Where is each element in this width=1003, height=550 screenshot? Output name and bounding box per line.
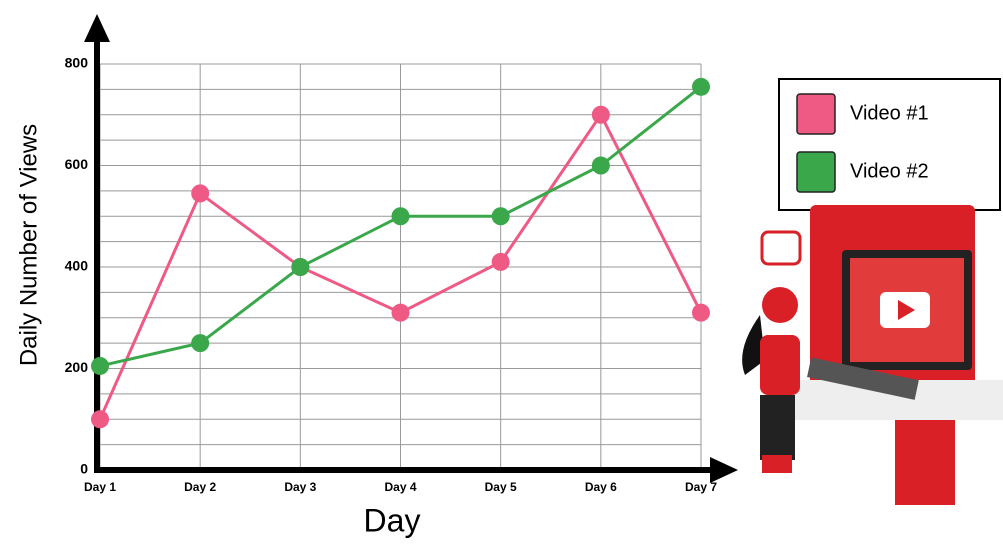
data-point (91, 356, 109, 375)
illustration-drawer (895, 420, 955, 505)
illustration-legs (760, 395, 795, 460)
data-point (391, 303, 410, 322)
illustration-play-icon (898, 300, 915, 320)
data-point (491, 207, 510, 226)
data-point (291, 258, 310, 276)
legend: Video #1 Video #2 (778, 78, 1001, 211)
x-tick-label: Day 7 (685, 480, 717, 494)
x-axis-arrow (710, 457, 738, 483)
x-tick-label: Day 1 (84, 480, 116, 494)
x-tick-label: Day 6 (585, 480, 617, 494)
legend-label: Video #2 (850, 160, 929, 182)
x-axis-label: Day (364, 502, 421, 538)
data-point (191, 334, 210, 353)
illustration-desk (770, 380, 1003, 420)
data-point (491, 252, 510, 271)
illustration-body (760, 335, 800, 395)
illustration (742, 205, 1003, 505)
y-axis-label: Daily Number of Views (15, 124, 42, 366)
illustration-keyboard (807, 357, 919, 400)
y-tick-label: 600 (65, 156, 89, 172)
y-tick-label: 0 (80, 461, 88, 477)
x-tick-label: Day 4 (384, 480, 416, 494)
axes (84, 14, 738, 483)
data-point (391, 207, 410, 226)
y-tick-label: 800 (65, 55, 89, 71)
illustration-hair (742, 315, 765, 375)
data-point (91, 410, 109, 429)
y-axis-arrow (84, 14, 110, 42)
data-point (591, 105, 610, 124)
legend-swatch (796, 93, 836, 135)
x-tick-label: Day 3 (284, 480, 316, 494)
data-point (692, 77, 710, 96)
data-point (692, 303, 710, 322)
legend-swatch (796, 151, 836, 193)
data-point (191, 184, 210, 203)
y-tick-label: 400 (65, 258, 89, 274)
legend-label: Video #1 (850, 102, 929, 124)
data-point (591, 156, 610, 175)
illustration-cap (762, 287, 798, 323)
illustration-bubble (760, 230, 802, 266)
illustration-shoes (762, 455, 792, 473)
y-tick-label: 200 (65, 359, 89, 375)
x-tick-label: Day 5 (485, 480, 517, 494)
x-tick-label: Day 2 (184, 480, 216, 494)
